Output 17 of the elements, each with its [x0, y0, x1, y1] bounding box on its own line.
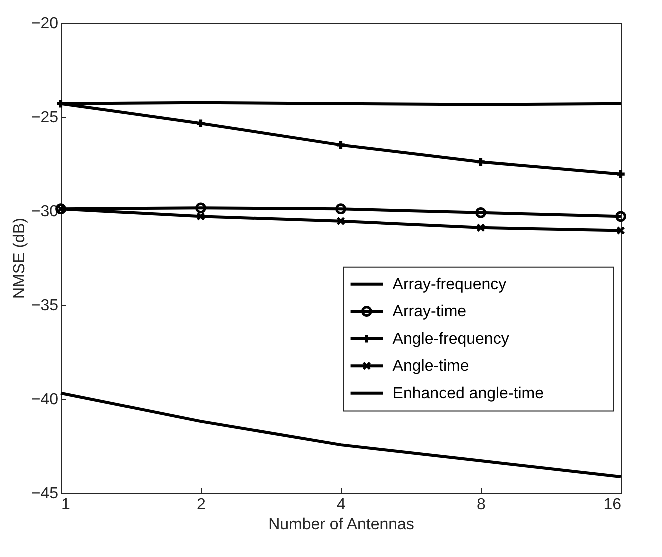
y-tick-label: −40 [31, 392, 59, 408]
x-tick-label: 4 [337, 496, 346, 514]
x-tick-label: 16 [604, 496, 622, 514]
y-tick-label: −20 [31, 16, 59, 32]
legend-label: Angle-frequency [392, 330, 510, 348]
x-tick-label: 2 [197, 496, 206, 514]
y-tick-label: −35 [31, 298, 59, 314]
y-tick-label: −25 [31, 110, 59, 126]
y-axis-title: NMSE (dB) [11, 218, 28, 299]
y-tick-label: −45 [31, 486, 59, 502]
legend-label: Array-frequency [392, 276, 507, 294]
legend-label: Enhanced angle-time [392, 385, 544, 402]
x-tick-label: 1 [62, 496, 70, 514]
legend-label: Array-time [392, 304, 467, 321]
x-axis-title: Number of Antennas [268, 516, 414, 534]
x-tick-label: 8 [477, 496, 486, 514]
legend-label: Angle-time [392, 358, 470, 376]
